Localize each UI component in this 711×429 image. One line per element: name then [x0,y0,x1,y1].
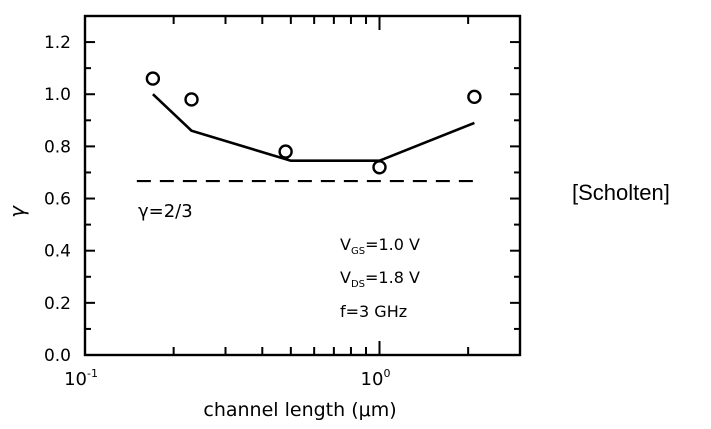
vds-annotation: VDS=1.8 V [340,268,420,290]
tick-labels: 0.0 0.2 0.4 0.6 0.8 1.0 1.2 10-1 100 [44,33,390,390]
y-tick-label: 0.0 [44,346,71,366]
x-axis-label: channel length (μm) [203,399,396,421]
y-tick-label: 0.8 [44,137,71,157]
frequency-annotation: f=3 GHz [340,302,407,321]
measured-point [145,71,161,86]
gamma-reference-label: γ=2/3 [138,201,193,222]
y-axis-label: γ [5,205,29,218]
y-tick-label: 1.2 [44,33,71,53]
y-tick-label: 0.4 [44,242,71,262]
plot-frame [83,14,522,357]
measured-point [467,89,482,105]
measured-point [372,160,387,175]
vgs-annotation: VGS=1.0 V [340,235,420,257]
measured-point [278,144,293,159]
measured-point [184,92,199,107]
x-tick-label: 10-1 [64,367,98,390]
y-tick-label: 1.0 [44,85,71,105]
tick-marks [84,15,521,356]
y-tick-label: 0.6 [44,190,71,210]
model-curve [152,93,475,162]
y-tick-label: 0.2 [44,294,71,314]
x-tick-label: 100 [361,367,391,390]
citation-label: [Scholten] [572,180,670,205]
data-series [136,71,482,183]
